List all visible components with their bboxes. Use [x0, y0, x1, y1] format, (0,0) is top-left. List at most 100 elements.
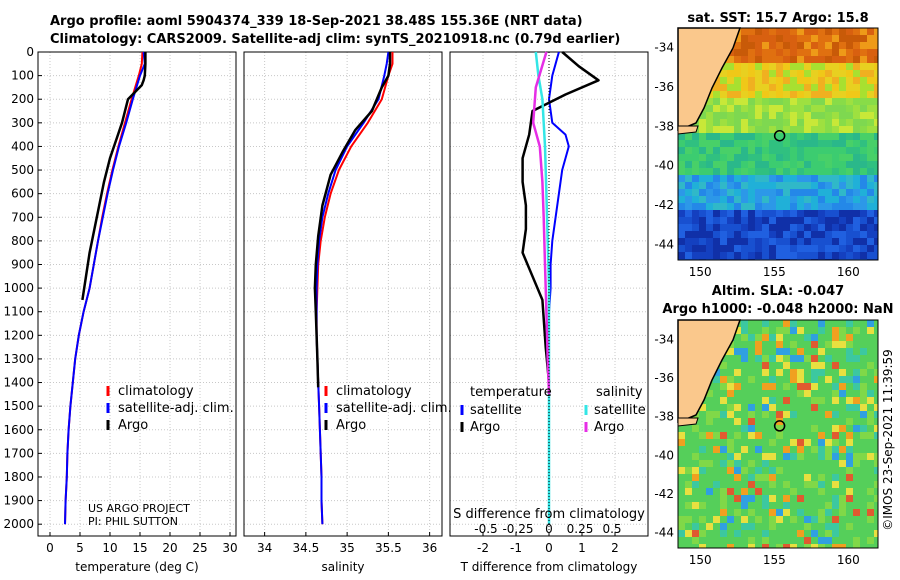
y-tick-label: 900: [11, 257, 34, 271]
x-axis-label: T difference from climatology: [460, 560, 638, 574]
series-line-climatology: [64, 51, 144, 525]
x-tick-label: -1: [510, 541, 522, 555]
credit-pi: PI: PHIL SUTTON: [88, 515, 178, 528]
y-tick-label: 2000: [3, 517, 34, 531]
s-axis-label: S difference from climatology: [453, 507, 645, 522]
sla-y-tick-label: -42: [654, 487, 674, 501]
credit-text: US ARGO PROJECT: [88, 502, 190, 515]
x-tick-label: 35: [339, 541, 354, 555]
sst-y-tick-label: -44: [654, 237, 674, 251]
x-tick-label: 0: [46, 541, 54, 555]
sst-map-title: sat. SST: 15.7 Argo: 15.8: [687, 11, 868, 26]
series-line-s-argo: [531, 51, 551, 395]
x-tick-label: 10: [102, 541, 117, 555]
sla-y-tick-label: -38: [654, 410, 674, 424]
legend-label: climatology: [336, 384, 412, 399]
sst-x-tick-label: 155: [763, 265, 786, 279]
y-tick-label: 1100: [3, 305, 34, 319]
x-tick-label: 34.5: [293, 541, 320, 555]
x-tick-label: 1: [578, 541, 586, 555]
sst-map-cells: [678, 28, 878, 260]
x-tick-label: 5: [76, 541, 84, 555]
x-tick-label: 34: [257, 541, 272, 555]
sla-x-tick-label: 160: [837, 553, 860, 567]
x-tick-label: 36: [422, 541, 437, 555]
x-axis-label: temperature (deg C): [75, 560, 198, 574]
x-tick-label: 2: [611, 541, 619, 555]
sst-y-tick-label: -38: [654, 119, 674, 133]
sla-map-cells: [678, 320, 878, 548]
x-tick-label: 0: [545, 541, 553, 555]
figure-title-line1: Argo profile: aoml 5904374_339 18-Sep-20…: [50, 14, 583, 29]
legend-header: salinity: [596, 385, 643, 400]
y-tick-label: 600: [11, 187, 34, 201]
sst-x-tick-label: 150: [689, 265, 712, 279]
s-tick-label: 0.25: [567, 522, 594, 536]
legend-label: Argo: [594, 420, 624, 435]
legend-label: satellite-adj. clim.: [118, 401, 234, 416]
sst-map-frame: [677, 27, 879, 261]
series-line-argo: [81, 52, 147, 301]
y-tick-label: 1500: [3, 399, 34, 413]
s-tick-label: 0.5: [602, 522, 621, 536]
x-tick-label: 35.5: [375, 541, 402, 555]
sla-map-frame: [677, 319, 879, 549]
sst-x-tick-label: 160: [837, 265, 860, 279]
x-tick-label: 15: [132, 541, 147, 555]
y-tick-label: 400: [11, 139, 34, 153]
y-tick-label: 1400: [3, 376, 34, 390]
s-tick-label: -0.5: [474, 522, 497, 536]
series-line-argo: [313, 52, 392, 388]
y-tick-label: 700: [11, 210, 34, 224]
sla-y-tick-label: -34: [654, 332, 674, 346]
y-tick-label: 1900: [3, 494, 34, 508]
y-tick-label: 1700: [3, 446, 34, 460]
x-axis-label: salinity: [321, 560, 364, 574]
x-tick-label: 20: [162, 541, 177, 555]
y-tick-label: 800: [11, 234, 34, 248]
legend-label: climatology: [118, 384, 194, 399]
sla-y-tick-label: -40: [654, 448, 674, 462]
legend-header: temperature: [470, 385, 552, 400]
series-line-t-argo: [521, 51, 600, 383]
y-tick-label: 0: [26, 45, 34, 59]
legend-label: satellite: [594, 403, 646, 418]
sst-y-tick-label: -42: [654, 198, 674, 212]
legend-label: Argo: [118, 418, 148, 433]
sst-y-tick-label: -34: [654, 41, 674, 55]
legend-label: Argo: [470, 420, 500, 435]
figure-title-line2: Climatology: CARS2009. Satellite-adj cli…: [50, 32, 621, 47]
y-tick-label: 100: [11, 69, 34, 83]
x-tick-label: 25: [192, 541, 207, 555]
y-tick-label: 1000: [3, 281, 34, 295]
y-tick-label: 1300: [3, 352, 34, 366]
sla-map-title: Altim. SLA: -0.047: [712, 284, 844, 299]
sla-y-tick-label: -36: [654, 371, 674, 385]
y-tick-label: 1600: [3, 423, 34, 437]
series-line-satellite-adj.-clim.: [64, 51, 146, 525]
sst-y-tick-label: -40: [654, 159, 674, 173]
y-tick-label: 1800: [3, 470, 34, 484]
x-tick-label: -2: [477, 541, 489, 555]
sst-y-tick-label: -36: [654, 80, 674, 94]
sla-map-subtitle: Argo h1000: -0.048 h2000: NaN: [662, 302, 893, 317]
sla-x-tick-label: 155: [763, 553, 786, 567]
y-tick-label: 1200: [3, 328, 34, 342]
series-line-climatology: [315, 52, 394, 525]
legend-label: satellite: [470, 403, 522, 418]
y-tick-label: 300: [11, 116, 34, 130]
s-tick-label: -0.25: [502, 522, 533, 536]
sla-x-tick-label: 150: [689, 553, 712, 567]
legend-label: satellite-adj. clim.: [336, 401, 452, 416]
y-tick-label: 500: [11, 163, 34, 177]
sla-argo-marker: [773, 420, 786, 432]
plot-frame: [37, 51, 237, 537]
timestamp: ©IMOS 23-Sep-2021 11:39:59: [881, 349, 895, 531]
legend-label: Argo: [336, 418, 366, 433]
sst-argo-marker: [773, 129, 786, 142]
x-tick-label: 30: [222, 541, 237, 555]
sla-y-tick-label: -44: [654, 526, 674, 540]
plot-frame: [243, 51, 443, 537]
